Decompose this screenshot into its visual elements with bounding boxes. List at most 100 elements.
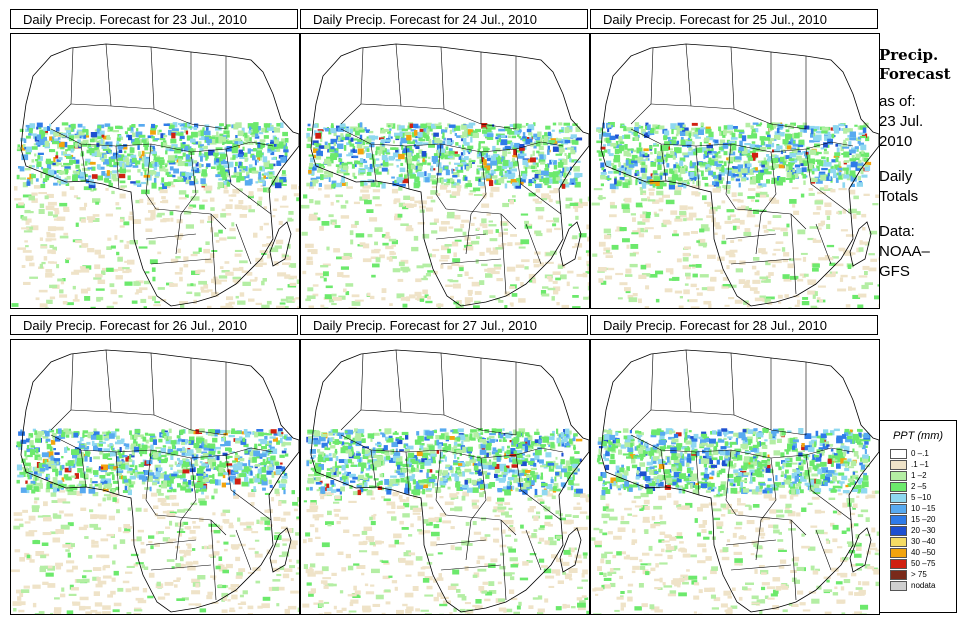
precip-cell: [856, 161, 860, 167]
precip-cell: [533, 264, 540, 268]
precip-cell: [44, 195, 49, 200]
precip-cell: [267, 465, 271, 470]
precip-cell: [555, 153, 562, 156]
precip-cell: [731, 252, 735, 255]
precip-cell: [148, 210, 156, 213]
precip-cell: [231, 588, 238, 593]
precip-cell: [151, 436, 157, 441]
precip-cell: [108, 156, 115, 162]
precip-cell: [169, 282, 175, 286]
country-border: [110, 105, 227, 130]
precip-cell: [381, 167, 388, 172]
precip-cell: [404, 146, 407, 151]
precip-cell: [431, 186, 437, 189]
country-border: [730, 46, 735, 110]
precip-cell: [686, 275, 691, 280]
precip-cell: [808, 188, 814, 191]
precip-cell: [846, 176, 854, 181]
precip-cell: [140, 454, 143, 457]
precip-cell: [655, 126, 663, 130]
precip-cell: [859, 125, 866, 130]
precip-cell: [57, 142, 60, 149]
precip-cell: [205, 153, 209, 159]
precip-cell: [244, 180, 252, 186]
precip-cell: [849, 189, 856, 195]
precip-cell: [534, 135, 541, 141]
precip-cell: [562, 179, 568, 185]
precip-cell: [576, 273, 585, 277]
precip-cell: [150, 216, 156, 220]
precip-cell: [216, 540, 220, 544]
precip-cell: [414, 130, 418, 136]
precip-cell: [417, 180, 421, 187]
precip-cell: [870, 258, 877, 262]
precip-cell: [168, 538, 177, 542]
precip-cell: [207, 143, 210, 146]
precip-cell: [180, 303, 185, 308]
precip-cell: [515, 264, 525, 268]
precip-cell: [553, 290, 559, 295]
precip-cell: [430, 175, 436, 179]
precip-cell: [73, 195, 78, 198]
precip-cell: [756, 174, 763, 180]
precip-cell: [506, 169, 512, 176]
precip-cell: [701, 287, 708, 291]
precip-cell: [205, 495, 209, 500]
precip-cell: [398, 125, 405, 131]
precip-cell: [80, 288, 88, 294]
precip-cell: [129, 147, 135, 153]
precip-cell: [496, 165, 502, 171]
precip-cell: [757, 160, 763, 163]
precip-cell: [164, 581, 174, 586]
country-border: [470, 151, 487, 215]
precip-cell: [485, 127, 492, 133]
precip-cell: [279, 205, 289, 208]
precip-cell: [832, 256, 839, 259]
precip-cell: [401, 145, 404, 150]
precip-cell: [524, 167, 528, 174]
precip-cell: [359, 158, 364, 163]
precip-cell: [94, 145, 99, 151]
precip-cell: [282, 170, 286, 175]
precip-cell: [759, 191, 768, 195]
precip-cell: [668, 176, 675, 181]
precip-cell: [385, 152, 391, 155]
precip-cell: [748, 188, 756, 191]
precip-cell: [394, 179, 398, 184]
precip-cell: [540, 161, 546, 165]
precip-cell: [440, 255, 450, 259]
precip-cell: [442, 132, 445, 139]
precip-cell: [791, 187, 799, 190]
precip-cell: [644, 306, 650, 308]
precip-cell: [345, 136, 350, 141]
precip-cell: [467, 129, 473, 135]
precip-cell: [258, 173, 262, 180]
precip-cell: [260, 439, 267, 445]
precip-cell: [671, 140, 677, 144]
precip-cell: [682, 127, 689, 132]
precip-cell: [52, 513, 58, 518]
precip-cell: [44, 129, 48, 133]
precip-cell: [524, 220, 529, 224]
precip-cell: [37, 473, 42, 477]
precip-cell: [109, 443, 113, 449]
precip-cell: [548, 140, 556, 143]
precip-cell: [173, 579, 180, 582]
precip-cell: [772, 264, 776, 268]
precip-cell: [805, 154, 811, 160]
precip-cell: [238, 149, 243, 154]
precip-cell: [273, 261, 279, 266]
precip-cell: [797, 229, 806, 235]
precip-cell: [79, 596, 89, 601]
precip-cell: [735, 268, 743, 273]
precip-cell: [130, 127, 134, 133]
precip-cell: [122, 531, 130, 534]
precip-cell: [838, 188, 847, 191]
precip-cell: [138, 246, 148, 249]
precip-cell: [34, 153, 37, 157]
precip-cell: [52, 537, 61, 543]
precip-cell: [118, 149, 123, 153]
precip-cell: [652, 124, 658, 129]
precip-cell: [637, 125, 644, 129]
precip-cell: [21, 265, 26, 268]
